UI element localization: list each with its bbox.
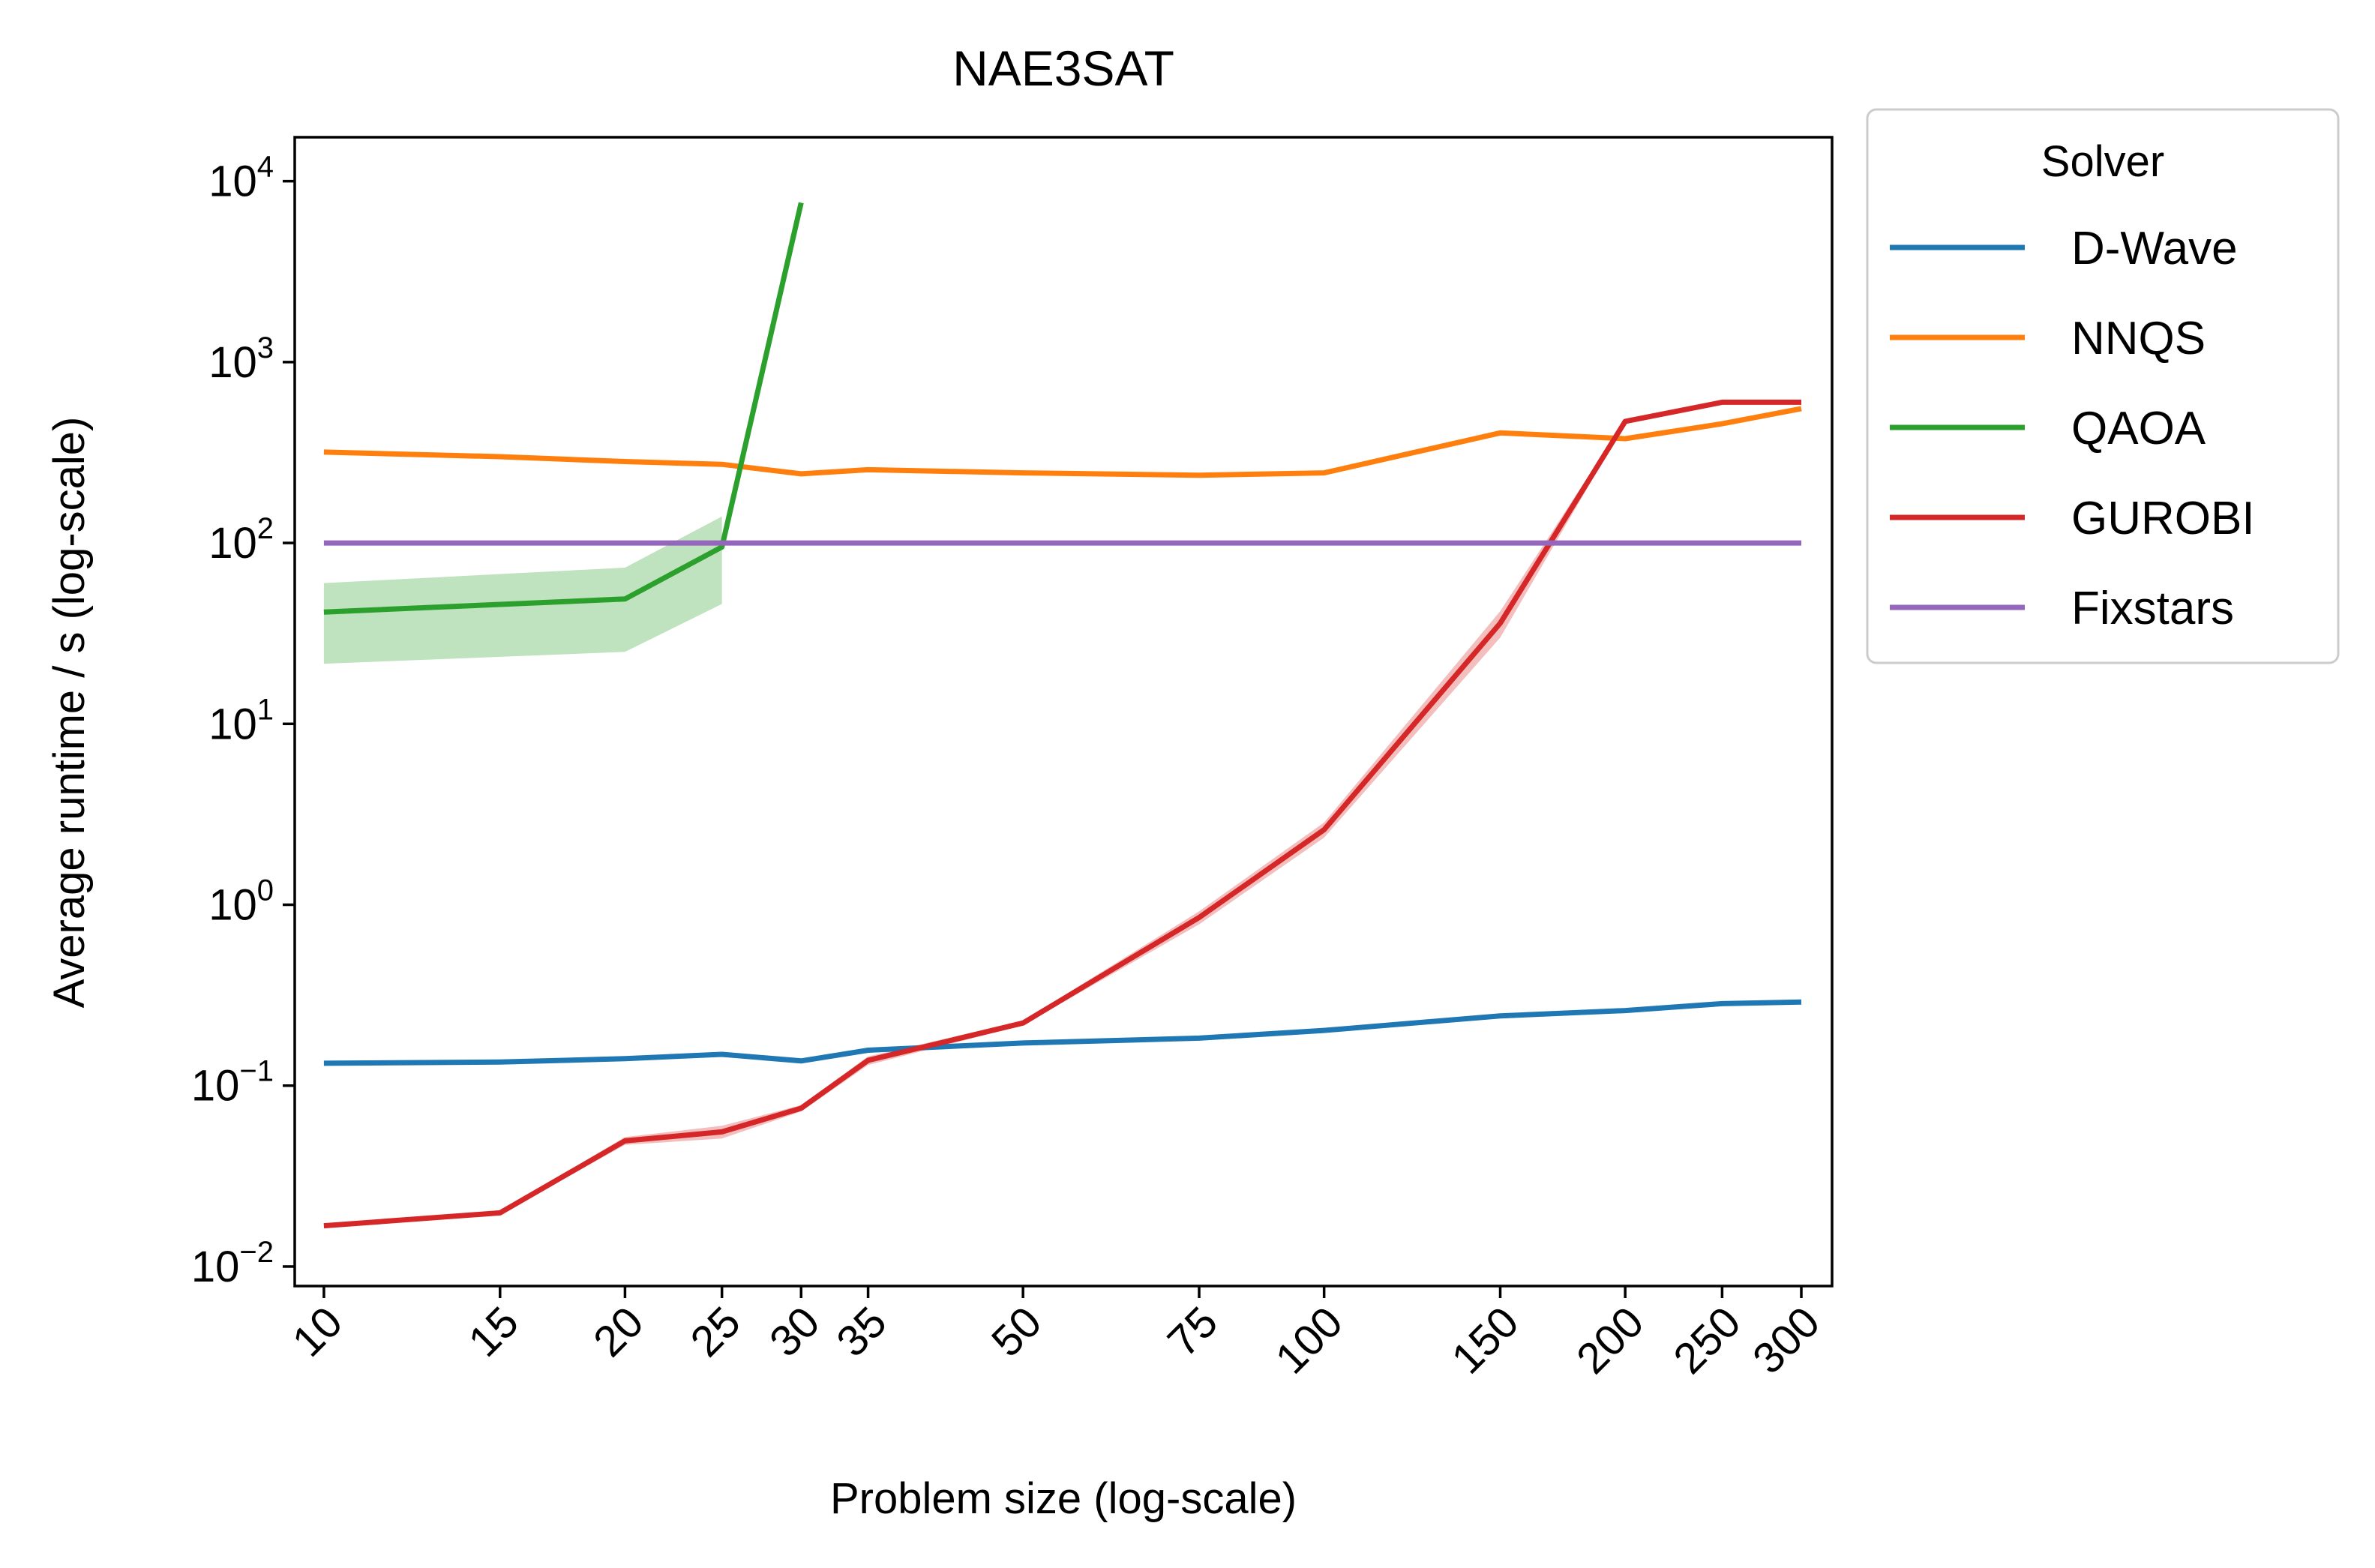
y-axis-label: Average runtime / s (log-scale) — [45, 417, 94, 1009]
y-tick-label-1000: 103 — [208, 331, 274, 387]
confidence-bands — [323, 400, 1801, 1228]
y-tick-label-10000: 104 — [208, 151, 274, 206]
y-tick-label-0-01: 10−2 — [191, 1236, 274, 1291]
line-gurobi — [323, 399, 1801, 1229]
y-tick-label-0-1: 10−1 — [191, 1055, 274, 1111]
band-qaoa — [323, 516, 722, 664]
legend-items: D-Wave NNQS QAOA GUROBI Fixstars — [1890, 223, 2255, 634]
legend-label-fixstars: Fixstars — [2071, 583, 2234, 634]
legend-label-qaoa: QAOA — [2071, 403, 2206, 454]
legend-title: Solver — [2041, 137, 2164, 186]
line-qaoa — [323, 202, 804, 615]
legend-label-nnqs: NNQS — [2071, 313, 2206, 364]
y-tick-label-100: 102 — [208, 512, 274, 568]
line-nnqs — [323, 406, 1802, 478]
series-lines — [323, 202, 1802, 1229]
y-tick-label-1: 100 — [208, 874, 274, 930]
plot-frame — [293, 136, 1834, 1288]
x-axis-label: Problem size (log-scale) — [830, 1474, 1297, 1523]
legend-label-d-wave: D-Wave — [2071, 223, 2238, 274]
line-d-wave — [323, 999, 1802, 1066]
legend-label-gurobi: GUROBI — [2071, 493, 2255, 544]
y-tick-label-10: 101 — [208, 693, 274, 748]
y-axis: 10−2 10−1 100 101 102 103 104 — [191, 151, 295, 1291]
chart-title: NAE3SAT — [952, 40, 1174, 96]
legend-box — [1866, 108, 2340, 664]
legend: Solver D-Wave NNQS QAOA GUROBI Fixstars — [1866, 108, 2340, 664]
